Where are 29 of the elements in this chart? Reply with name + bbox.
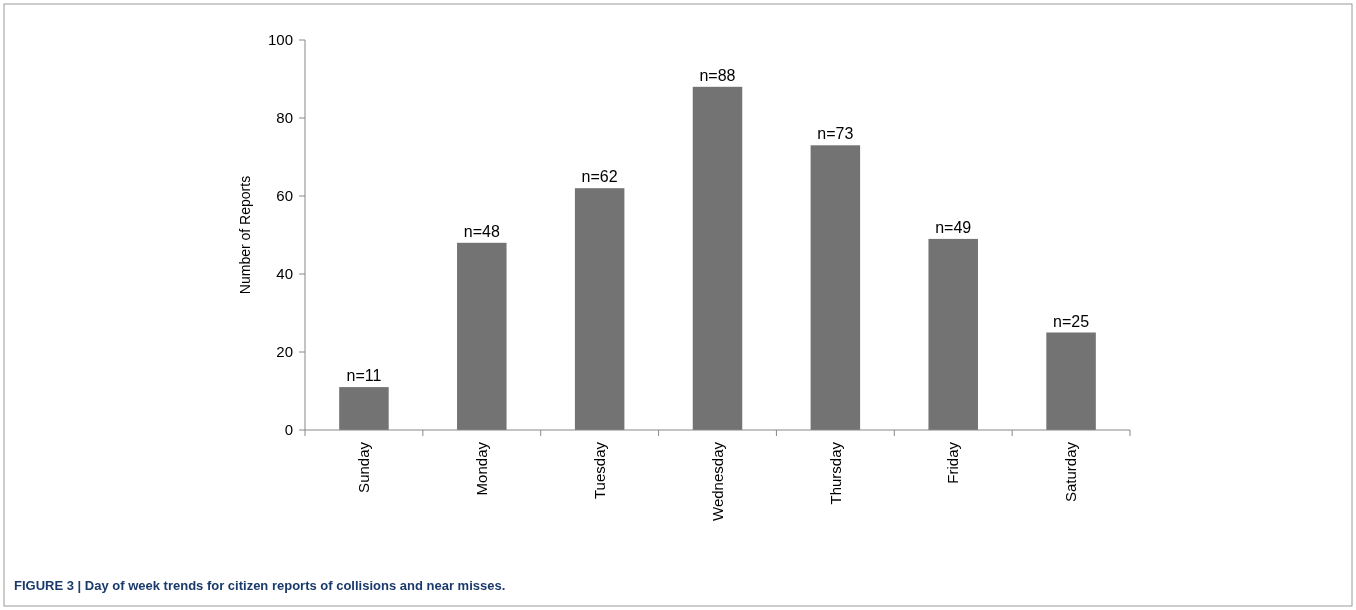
x-tick-label: Friday — [944, 441, 962, 484]
caption: FIGURE 3 | Day of week trends for citizen reports of collisions and near misses. — [14, 578, 506, 593]
x-tick-label: Wednesday — [708, 441, 726, 521]
x-tick-label: Thursday — [826, 441, 844, 505]
data-label: n=73 — [817, 125, 854, 143]
data-label: n=49 — [935, 218, 972, 236]
bar — [692, 86, 743, 430]
data-label: n=62 — [581, 168, 618, 186]
bar — [928, 238, 978, 430]
y-tick-label: 0 — [284, 421, 293, 439]
data-label: n=88 — [699, 66, 736, 84]
y-tick-label: 80 — [276, 109, 293, 127]
x-tick-label: Saturday — [1062, 441, 1080, 503]
bar — [574, 188, 625, 430]
data-label: n=25 — [1053, 312, 1090, 330]
bar — [1046, 332, 1096, 430]
y-axis-title: Number of Reports — [237, 175, 253, 295]
x-tick-label: Sunday — [355, 441, 373, 493]
x-tick-label: Monday — [473, 441, 491, 496]
y-tick-label: 40 — [276, 265, 293, 283]
y-tick-label: 100 — [267, 31, 293, 49]
bar — [810, 145, 861, 430]
data-label: n=48 — [463, 222, 500, 240]
bar — [457, 242, 507, 430]
bar — [339, 387, 389, 430]
y-tick-label: 20 — [276, 343, 293, 361]
x-tick-label: Tuesday — [590, 441, 608, 499]
data-label: n=11 — [346, 367, 382, 385]
y-tick-label: 60 — [276, 187, 293, 205]
